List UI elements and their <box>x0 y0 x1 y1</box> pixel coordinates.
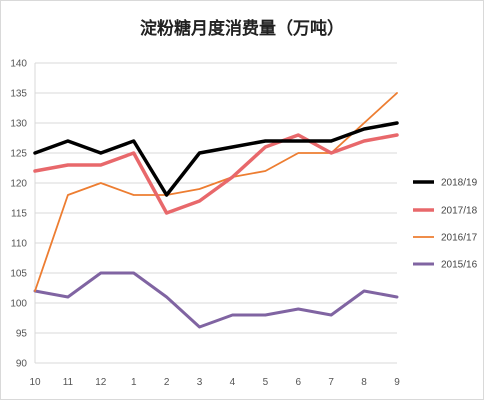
x-tick-label: 4 <box>230 377 236 388</box>
x-tick-label: 1 <box>131 377 137 388</box>
x-tick-label: 10 <box>29 377 41 388</box>
x-tick-label: 8 <box>361 377 367 388</box>
y-axis-ticks: 90 95 100 105 110 115 120 125 130 135 140 <box>10 59 27 370</box>
x-tick-label: 3 <box>197 377 203 388</box>
series-line-2017-18 <box>33 133 399 215</box>
series-line-2016-17 <box>34 92 398 292</box>
y-tick-label: 120 <box>10 179 27 190</box>
y-tick-label: 115 <box>11 209 27 220</box>
legend-label: 2018/19 <box>441 178 478 189</box>
y-tick-label: 105 <box>10 269 27 280</box>
legend-label: 2016/17 <box>441 233 478 244</box>
y-tick-label: 130 <box>10 119 27 130</box>
y-tick-label: 90 <box>16 359 28 370</box>
y-tick-label: 95 <box>16 329 28 340</box>
x-tick-label: 2 <box>164 377 170 388</box>
y-tick-label: 140 <box>10 59 27 70</box>
y-tick-label: 135 <box>10 89 27 100</box>
x-tick-label: 12 <box>95 377 107 388</box>
gridlines <box>34 62 397 364</box>
series-line-2015-16 <box>33 271 399 329</box>
series-lines <box>33 92 399 329</box>
x-axis-ticks: 10 11 12 1 2 3 4 5 6 7 8 9 <box>29 377 400 388</box>
x-tick-label: 9 <box>394 377 400 388</box>
y-tick-label: 100 <box>10 299 27 310</box>
x-tick-label: 11 <box>63 377 74 388</box>
legend-label: 2017/18 <box>441 206 478 217</box>
series-line-2018-19 <box>33 121 399 197</box>
chart-title: 淀粉糖月度消费量（万吨） <box>140 18 344 39</box>
x-tick-label: 5 <box>263 377 269 388</box>
y-tick-label: 110 <box>11 239 27 250</box>
legend: 2018/19 2017/18 2016/17 2015/16 <box>413 178 478 271</box>
legend-label: 2015/16 <box>441 260 478 271</box>
x-tick-label: 7 <box>328 377 334 388</box>
x-tick-label: 6 <box>295 377 301 388</box>
y-tick-label: 125 <box>10 149 27 160</box>
